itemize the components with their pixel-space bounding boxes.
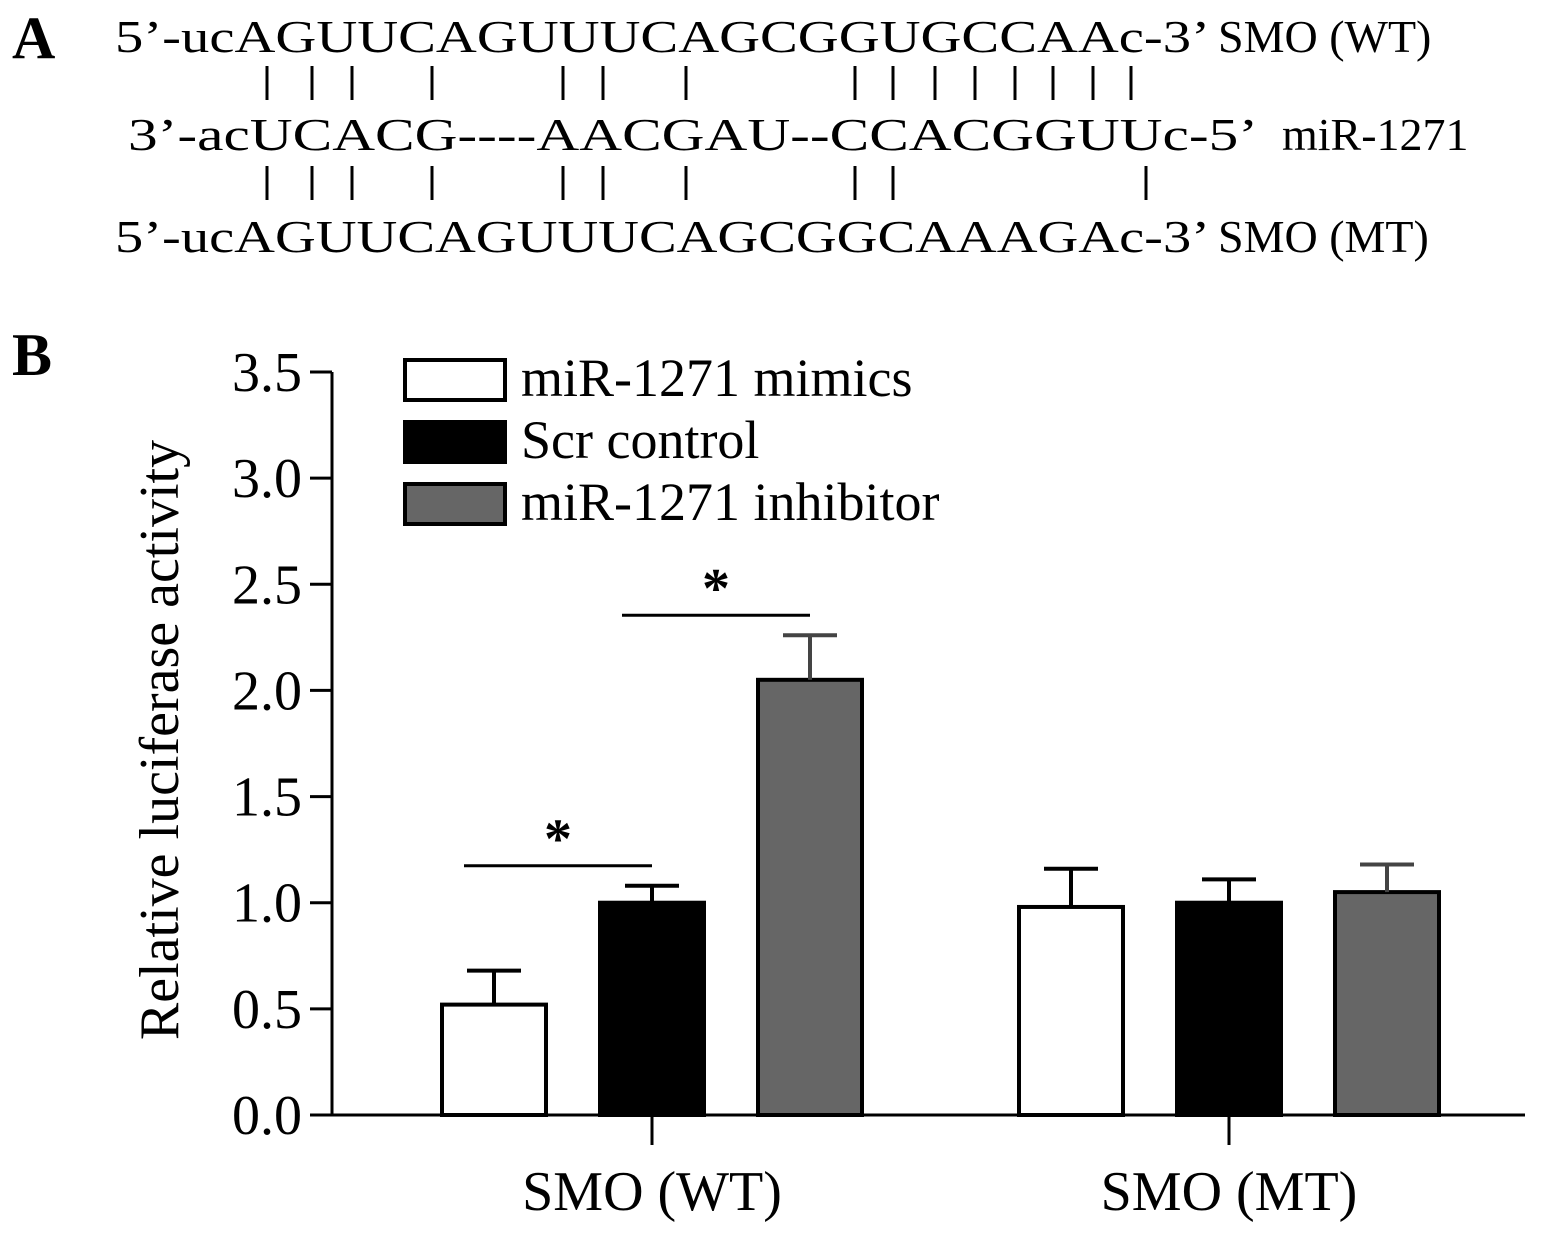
y-tick-label: 2.0 <box>232 660 302 722</box>
y-axis: 0.0 0.5 1.0 1.5 2.0 2.5 3.0 3.5 <box>232 342 334 1147</box>
panel-b-label: B <box>12 322 52 388</box>
pairing-lines-bottom <box>265 166 1148 200</box>
error-bars <box>467 633 1414 1005</box>
x-category-label: SMO (MT) <box>1101 1161 1358 1223</box>
y-tick-label: 2.5 <box>232 554 302 616</box>
y-tick-label: 0.0 <box>232 1085 302 1147</box>
bar <box>440 1002 548 1118</box>
significance-markers: ** <box>464 558 810 871</box>
pairing-lines-top <box>265 66 1133 100</box>
x-category-label: SMO (WT) <box>522 1161 782 1223</box>
bars <box>440 677 1441 1118</box>
y-tick-label: 0.5 <box>232 979 302 1041</box>
mt-sequence: 5’-ucAGUUCAGUUUCAGCGGCAAAGAc-3’ <box>115 211 1210 262</box>
bar <box>1017 904 1125 1118</box>
legend-label: Scr control <box>521 410 759 470</box>
mirna-name: miR-1271 <box>1282 109 1469 160</box>
y-tick-label: 3.5 <box>232 342 302 404</box>
mirna-sequence: 3’-acUCACG----AACGAU--CCACGGUUc-5’ <box>128 109 1258 160</box>
panel-a-label: A <box>12 5 55 71</box>
significance-star: * <box>544 809 572 871</box>
legend-swatch <box>403 482 507 526</box>
y-axis-title: Relative luciferase activity <box>129 440 191 1040</box>
bar <box>1333 890 1441 1117</box>
y-tick-label: 1.0 <box>232 873 302 935</box>
y-tick-label: 1.5 <box>232 767 302 829</box>
bar <box>1175 900 1283 1118</box>
bar <box>598 900 706 1118</box>
legend-swatch <box>403 358 507 402</box>
bar <box>756 677 864 1117</box>
wt-sequence: 5’-ucAGUUCAGUUUCAGCGGUGCCAAc-3’ <box>115 11 1210 62</box>
legend-label: miR-1271 inhibitor <box>521 472 940 532</box>
wt-sequence-name: SMO (WT) <box>1218 11 1431 62</box>
y-tick-label: 3.0 <box>232 448 302 510</box>
x-axis: SMO (WT) SMO (MT) <box>332 1113 1525 1223</box>
mt-sequence-name: SMO (MT) <box>1218 211 1429 262</box>
legend-label: miR-1271 mimics <box>521 348 913 408</box>
legend-swatch <box>403 420 507 464</box>
significance-star: * <box>702 558 730 620</box>
